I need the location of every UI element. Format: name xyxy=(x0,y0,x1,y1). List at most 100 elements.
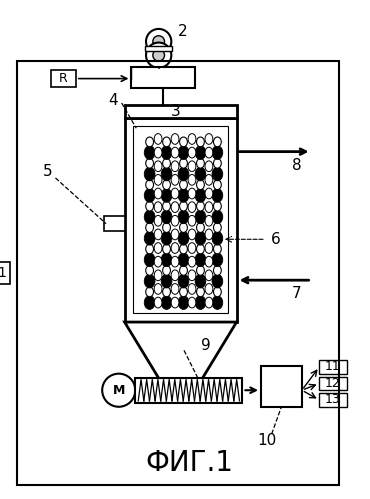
Bar xyxy=(319,360,347,374)
Ellipse shape xyxy=(178,296,189,309)
Ellipse shape xyxy=(195,167,206,181)
Ellipse shape xyxy=(188,270,196,280)
Ellipse shape xyxy=(171,175,179,185)
Ellipse shape xyxy=(213,287,221,297)
Ellipse shape xyxy=(144,253,155,266)
Ellipse shape xyxy=(188,256,196,267)
Circle shape xyxy=(153,36,165,47)
Ellipse shape xyxy=(195,274,206,288)
Ellipse shape xyxy=(171,216,179,226)
Ellipse shape xyxy=(171,161,179,172)
Ellipse shape xyxy=(205,147,213,158)
Circle shape xyxy=(146,29,171,54)
Ellipse shape xyxy=(205,134,213,144)
Bar xyxy=(135,378,242,403)
Ellipse shape xyxy=(171,202,179,213)
Ellipse shape xyxy=(195,232,206,245)
Ellipse shape xyxy=(144,189,155,202)
Ellipse shape xyxy=(178,167,189,181)
Ellipse shape xyxy=(163,287,171,297)
Ellipse shape xyxy=(154,202,162,213)
Ellipse shape xyxy=(154,161,162,172)
Ellipse shape xyxy=(196,287,204,297)
Ellipse shape xyxy=(179,180,187,190)
Ellipse shape xyxy=(178,232,189,245)
Ellipse shape xyxy=(154,243,162,253)
Text: 3: 3 xyxy=(171,104,181,119)
Ellipse shape xyxy=(196,180,204,190)
Text: 8: 8 xyxy=(292,158,302,173)
Ellipse shape xyxy=(144,167,155,181)
Ellipse shape xyxy=(205,188,213,199)
Ellipse shape xyxy=(154,216,162,226)
Text: 5: 5 xyxy=(43,164,53,179)
Text: 13: 13 xyxy=(325,393,341,407)
Ellipse shape xyxy=(171,229,179,240)
Ellipse shape xyxy=(171,256,179,267)
Bar xyxy=(131,67,195,88)
Ellipse shape xyxy=(188,134,196,144)
Circle shape xyxy=(102,374,135,407)
Ellipse shape xyxy=(146,180,154,190)
Text: 1: 1 xyxy=(0,266,6,280)
Bar xyxy=(51,70,76,87)
Text: 2: 2 xyxy=(178,24,188,39)
Ellipse shape xyxy=(154,256,162,267)
Ellipse shape xyxy=(196,201,204,211)
Ellipse shape xyxy=(146,159,154,168)
Ellipse shape xyxy=(212,296,223,309)
Ellipse shape xyxy=(146,244,154,254)
Ellipse shape xyxy=(179,201,187,211)
Ellipse shape xyxy=(154,283,162,294)
Ellipse shape xyxy=(196,244,204,254)
Ellipse shape xyxy=(171,147,179,158)
Ellipse shape xyxy=(213,223,221,233)
Ellipse shape xyxy=(163,180,171,190)
Ellipse shape xyxy=(161,296,172,309)
Ellipse shape xyxy=(161,232,172,245)
Ellipse shape xyxy=(205,161,213,172)
Text: 6: 6 xyxy=(271,232,280,247)
Bar xyxy=(319,377,347,390)
Ellipse shape xyxy=(179,159,187,168)
Ellipse shape xyxy=(178,253,189,266)
Ellipse shape xyxy=(205,216,213,226)
Ellipse shape xyxy=(212,274,223,288)
Ellipse shape xyxy=(212,146,223,159)
Text: M: M xyxy=(112,384,125,397)
Ellipse shape xyxy=(205,297,213,308)
Ellipse shape xyxy=(196,265,204,275)
Circle shape xyxy=(153,49,165,61)
Ellipse shape xyxy=(188,147,196,158)
Ellipse shape xyxy=(213,265,221,275)
Ellipse shape xyxy=(188,188,196,199)
Ellipse shape xyxy=(163,223,171,233)
Ellipse shape xyxy=(163,159,171,168)
Bar xyxy=(261,366,302,407)
Ellipse shape xyxy=(188,297,196,308)
Ellipse shape xyxy=(154,188,162,199)
Ellipse shape xyxy=(205,283,213,294)
Ellipse shape xyxy=(179,137,187,147)
Text: 12: 12 xyxy=(325,377,341,390)
Text: ФИГ.1: ФИГ.1 xyxy=(146,449,234,477)
Ellipse shape xyxy=(163,201,171,211)
Ellipse shape xyxy=(188,216,196,226)
Circle shape xyxy=(146,42,171,68)
Bar xyxy=(125,118,236,322)
Ellipse shape xyxy=(212,210,223,224)
Ellipse shape xyxy=(171,134,179,144)
Ellipse shape xyxy=(178,210,189,224)
Bar xyxy=(145,46,172,51)
Ellipse shape xyxy=(161,146,172,159)
Ellipse shape xyxy=(161,167,172,181)
Ellipse shape xyxy=(171,188,179,199)
Ellipse shape xyxy=(205,270,213,280)
Ellipse shape xyxy=(195,253,206,266)
Ellipse shape xyxy=(212,232,223,245)
Polygon shape xyxy=(125,322,236,385)
Ellipse shape xyxy=(154,270,162,280)
Ellipse shape xyxy=(161,274,172,288)
Ellipse shape xyxy=(213,137,221,147)
Ellipse shape xyxy=(146,223,154,233)
